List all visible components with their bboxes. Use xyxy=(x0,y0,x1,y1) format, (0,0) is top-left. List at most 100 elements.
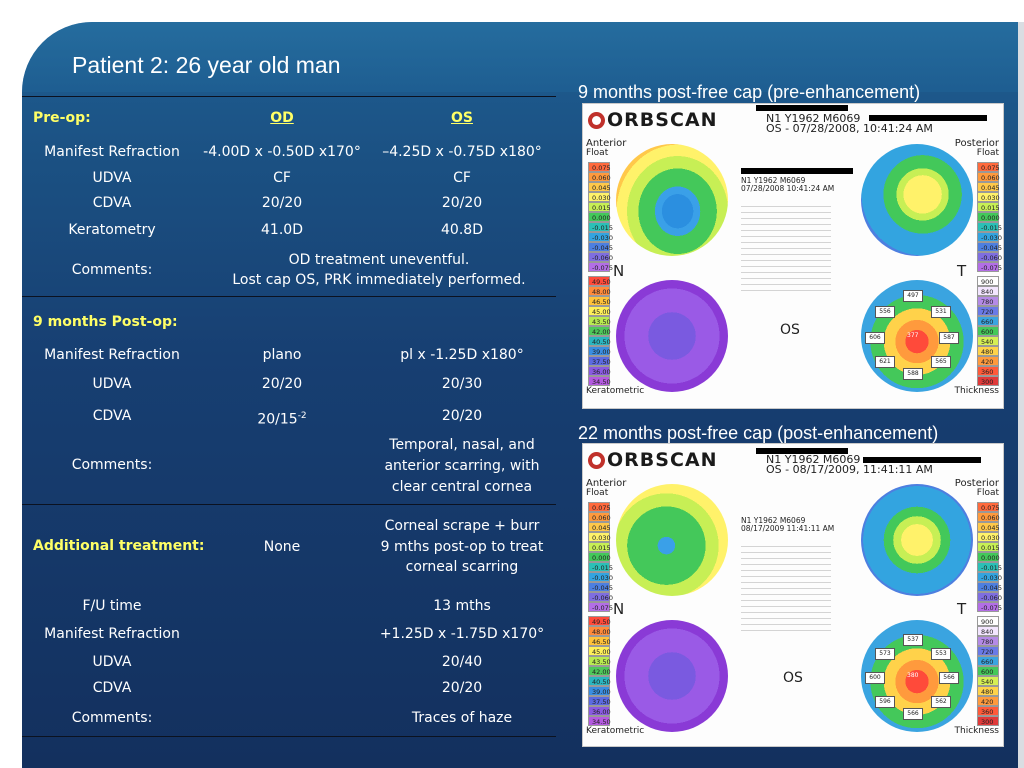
row-label: CDVA xyxy=(92,195,132,211)
postop-comment-line: anterior scarring, with xyxy=(384,458,540,474)
additional-os-line: Corneal scrape + burr xyxy=(384,518,540,534)
pachy-center-value: 377 xyxy=(907,332,919,339)
anterior-float-map xyxy=(616,484,728,596)
temporal-label: T xyxy=(957,600,967,618)
preop-os-value: –4.25D x -0.75D x180° xyxy=(382,144,542,160)
followup-os-value: 13 mths xyxy=(433,598,491,614)
pachy-value: 587 xyxy=(939,332,959,344)
postop-cdva-od-sup: -2 xyxy=(297,411,307,421)
orbscan-logo: ORBSCAN xyxy=(588,448,718,472)
pachy-value: 562 xyxy=(931,696,951,708)
pachy-center-value: 380 xyxy=(907,672,919,679)
row-label: Manifest Refraction xyxy=(44,347,180,363)
anterior-label: Anterior xyxy=(586,138,627,149)
postop-os-value: pl x -1.25D x180° xyxy=(400,347,524,363)
float-label: Float xyxy=(586,488,609,498)
preop-od-value: 20/20 xyxy=(261,195,303,211)
pachy-value: 537 xyxy=(903,634,923,646)
row-label: CDVA xyxy=(92,408,132,424)
pachy-value: 497 xyxy=(903,290,923,302)
orbscan-report-post: ORBSCAN N1 Y1962 M6069 OS - 08/17/2009, … xyxy=(582,443,1004,747)
eye-label: OS xyxy=(780,322,800,338)
preop-os-value: 20/20 xyxy=(441,195,483,211)
row-label: Keratometry xyxy=(68,222,156,238)
anterior-label: Anterior xyxy=(586,478,627,489)
measurement-text-block xyxy=(741,546,831,636)
postop-comment-line: clear central cornea xyxy=(391,479,533,495)
row-label: Manifest Refraction xyxy=(44,144,180,160)
column-header-od: OD xyxy=(270,110,294,126)
eye-label: OS xyxy=(783,670,803,686)
postop-comment-line: Temporal, nasal, and xyxy=(389,437,535,453)
caption-pre-enhancement: 9 months post-free cap (pre-enhancement) xyxy=(578,82,921,102)
thickness-label: Thickness xyxy=(954,726,999,736)
anterior-float-map xyxy=(616,144,728,256)
redaction-bar xyxy=(741,168,853,174)
posterior-float-map xyxy=(861,144,973,256)
float-label: Float xyxy=(976,148,999,158)
nasal-label: N xyxy=(613,600,625,618)
exam-id-small: N1 Y1962 M6069 xyxy=(741,176,806,185)
row-label: UDVA xyxy=(92,376,132,392)
row-label: UDVA xyxy=(92,170,132,186)
redaction-bar xyxy=(756,105,848,111)
pachy-value: 600 xyxy=(865,672,885,684)
preop-od-value: CF xyxy=(273,170,291,186)
float-label: Float xyxy=(586,148,609,158)
table-rule xyxy=(22,504,556,505)
preop-section-label: Pre-op: xyxy=(33,110,91,126)
temporal-label: T xyxy=(957,262,967,280)
postop-od-value: 20/20 xyxy=(261,376,303,392)
keratometric-label: Keratometric xyxy=(586,726,645,736)
caption-post-enhancement: 22 months post-free cap (post-enhancemen… xyxy=(578,423,939,443)
pachy-value: 596 xyxy=(875,696,895,708)
column-header-os: OS xyxy=(451,110,473,126)
pachy-value: 606 xyxy=(865,332,885,344)
row-label: CDVA xyxy=(92,680,132,696)
row-label: Comments: xyxy=(71,710,153,726)
preop-comment-line: OD treatment uneventful. xyxy=(288,252,470,268)
thickness-color-scale: 900 840 780 720 660 600 540 480 420 360 … xyxy=(977,616,999,726)
followup-os-value: 20/40 xyxy=(441,654,483,670)
redaction-bar xyxy=(756,448,848,454)
redaction-bar xyxy=(863,457,981,463)
additional-os-line: corneal scarring xyxy=(405,559,519,575)
row-label: Comments: xyxy=(71,457,153,473)
additional-treatment-label: Additional treatment: xyxy=(33,538,205,554)
followup-os-value: +1.25D x -1.75D x170° xyxy=(379,626,545,642)
table-rule xyxy=(22,736,556,737)
slide-title: Patient 2: 26 year old man xyxy=(72,52,341,78)
keratometric-color-scale: 49.50 48.00 46.50 45.00 43.50 42.00 40.5… xyxy=(588,616,611,726)
postop-section-label: 9 months Post-op: xyxy=(33,314,178,330)
keratometric-label: Keratometric xyxy=(586,386,645,396)
posterior-color-scale: 0.075 0.060 0.045 0.030 0.015 0.000 -0.0… xyxy=(977,162,1002,272)
anterior-color-scale: 0.075 0.060 0.045 0.030 0.015 0.000 -0.0… xyxy=(588,162,613,272)
exam-date: OS - 08/17/2009, 11:41:11 AM xyxy=(766,463,933,476)
postop-cdva-od: 20/15 xyxy=(257,411,298,428)
preop-od-value: -4.00D x -0.50D x170° xyxy=(203,144,361,160)
row-label: Manifest Refraction xyxy=(44,626,180,642)
pachy-value: 588 xyxy=(903,368,923,380)
followup-os-value: 20/20 xyxy=(441,680,483,696)
posterior-float-map xyxy=(861,484,973,596)
anterior-color-scale: 0.075 0.060 0.045 0.030 0.015 0.000 -0.0… xyxy=(588,502,613,612)
orbscan-logo-icon xyxy=(588,111,605,129)
keratometric-map xyxy=(616,280,728,392)
preop-comment-line: Lost cap OS, PRK immediately performed. xyxy=(232,272,526,288)
orbscan-logo-icon xyxy=(588,451,605,469)
pachy-value: 553 xyxy=(931,648,951,660)
followup-os-value: Traces of haze xyxy=(411,710,513,726)
orbscan-report-pre: ORBSCAN N1 Y1962 M6069 OS - 07/28/2008, … xyxy=(582,103,1004,409)
pachy-value: 565 xyxy=(931,356,951,368)
pachy-value: 573 xyxy=(875,648,895,660)
exam-date-small: 07/28/2008 10:41:24 AM xyxy=(741,184,835,193)
preop-od-value: 41.0D xyxy=(261,222,303,238)
exam-date-small: 08/17/2009 11:41:11 AM xyxy=(741,524,835,533)
row-label: F/U time xyxy=(82,598,142,614)
keratometric-color-scale: 49.50 48.00 46.50 45.00 43.50 42.00 40.5… xyxy=(588,276,611,386)
table-rule xyxy=(22,296,556,297)
additional-os-line: 9 mths post-op to treat xyxy=(380,539,544,555)
preop-os-value: 40.8D xyxy=(441,222,483,238)
row-label: UDVA xyxy=(92,654,132,670)
pachy-value: 566 xyxy=(939,672,959,684)
